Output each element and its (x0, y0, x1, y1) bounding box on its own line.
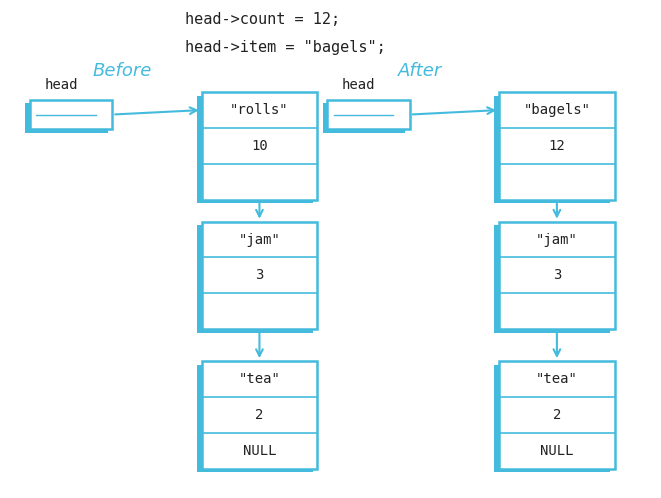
Bar (197, 365, 313, 472)
Text: NULL: NULL (243, 444, 276, 458)
Text: 10: 10 (251, 139, 268, 153)
Bar (197, 96, 313, 203)
Bar (197, 225, 313, 333)
Bar (202, 361, 317, 469)
Bar (30, 100, 112, 129)
Bar (323, 103, 405, 133)
Text: Before: Before (93, 62, 152, 80)
Bar (499, 361, 615, 469)
Bar (327, 100, 410, 129)
Bar (494, 225, 610, 333)
Bar (499, 92, 615, 200)
Text: "tea": "tea" (239, 372, 280, 386)
Text: head->item = "bagels";: head->item = "bagels"; (185, 40, 386, 55)
Text: NULL: NULL (540, 444, 574, 458)
Text: 3: 3 (255, 268, 264, 282)
Bar (202, 92, 317, 200)
Bar (494, 365, 610, 472)
Text: After: After (398, 62, 442, 80)
Bar (499, 222, 615, 329)
Bar (25, 103, 108, 133)
Bar (202, 222, 317, 329)
Text: head: head (342, 78, 375, 92)
Text: 2: 2 (255, 408, 264, 422)
Text: head: head (44, 78, 78, 92)
Text: head->count = 12;: head->count = 12; (185, 12, 340, 27)
Text: 12: 12 (549, 139, 565, 153)
Text: "bagels": "bagels" (524, 103, 590, 117)
Text: "tea": "tea" (536, 372, 578, 386)
Text: "rolls": "rolls" (230, 103, 289, 117)
Text: "jam": "jam" (536, 233, 578, 247)
Text: 3: 3 (553, 268, 561, 282)
Text: "jam": "jam" (239, 233, 280, 247)
Bar (494, 96, 610, 203)
Text: 2: 2 (553, 408, 561, 422)
